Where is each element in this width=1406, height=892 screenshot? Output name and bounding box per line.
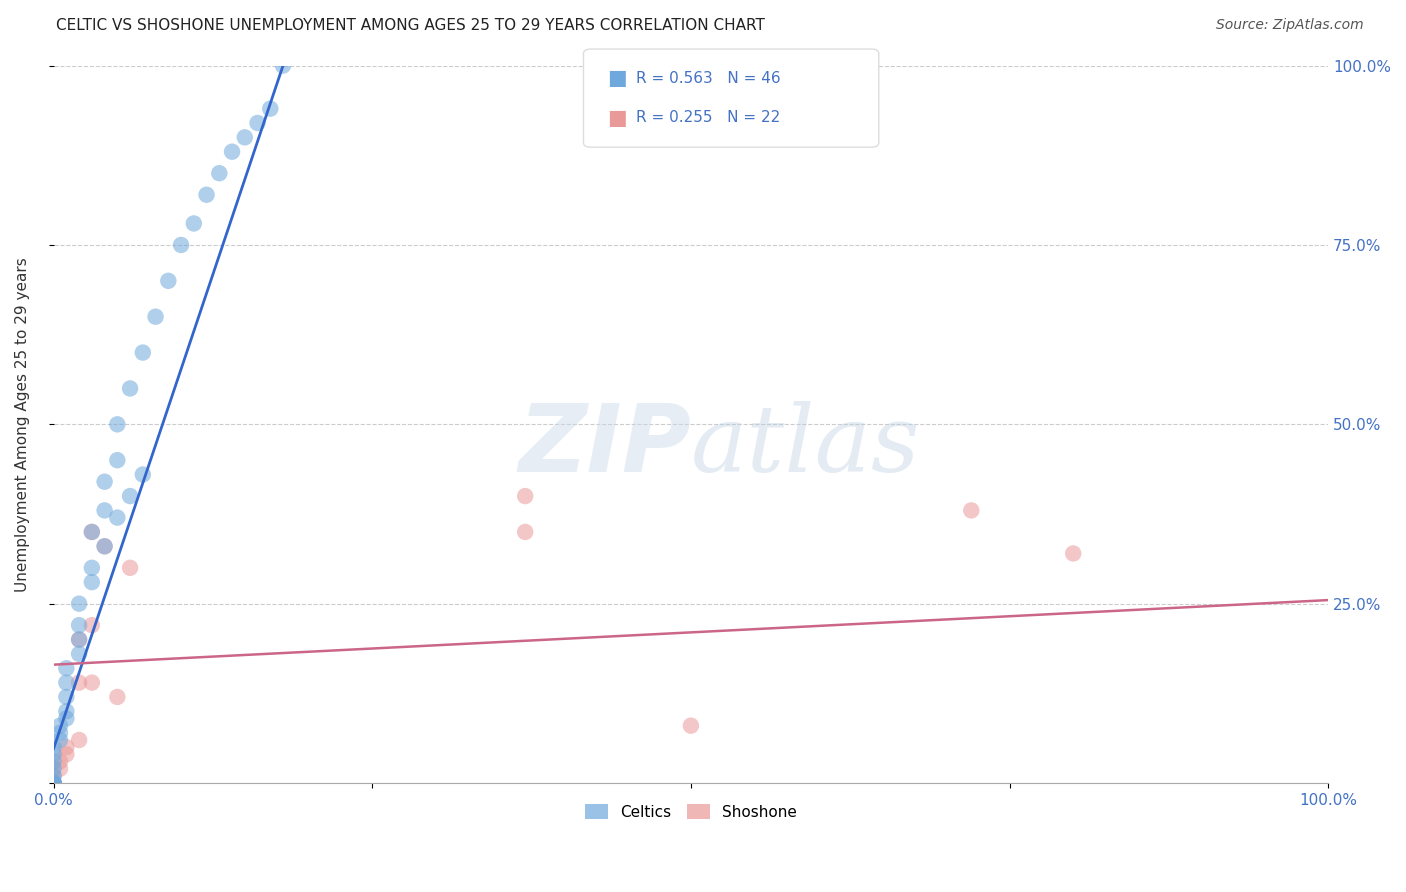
Point [679, 719, 702, 733]
Point [515, 489, 537, 503]
Y-axis label: Unemployment Among Ages 25 to 29 years: Unemployment Among Ages 25 to 29 years [15, 257, 30, 591]
Point [49, 733, 72, 747]
Point [157, 274, 180, 288]
Point [183, 216, 205, 230]
Point [42, 776, 65, 790]
Point [42, 755, 65, 769]
Point [80, 524, 103, 539]
Point [55, 675, 77, 690]
Point [105, 510, 128, 524]
Point [42, 769, 65, 783]
Point [93, 503, 115, 517]
Point [67, 647, 90, 661]
Text: ■: ■ [607, 69, 627, 88]
Point [42, 776, 65, 790]
Point [67, 632, 90, 647]
Point [132, 467, 155, 482]
Point [145, 310, 167, 324]
Point [80, 524, 103, 539]
Text: CELTIC VS SHOSHONE UNEMPLOYMENT AMONG AGES 25 TO 29 YEARS CORRELATION CHART: CELTIC VS SHOSHONE UNEMPLOYMENT AMONG AG… [56, 18, 765, 33]
Point [55, 690, 77, 704]
Point [80, 575, 103, 590]
Point [42, 740, 65, 755]
Point [67, 618, 90, 632]
Text: atlas: atlas [690, 401, 921, 491]
Point [67, 733, 90, 747]
Point [67, 597, 90, 611]
Point [42, 776, 65, 790]
Point [49, 755, 72, 769]
Text: Source: ZipAtlas.com: Source: ZipAtlas.com [1216, 18, 1364, 32]
Point [271, 59, 294, 73]
Point [42, 776, 65, 790]
Point [42, 762, 65, 776]
Point [55, 704, 77, 718]
Point [80, 675, 103, 690]
Legend: Celtics, Shoshone: Celtics, Shoshone [579, 797, 803, 826]
Text: R = 0.563   N = 46: R = 0.563 N = 46 [636, 71, 780, 86]
Point [132, 345, 155, 359]
Point [67, 632, 90, 647]
Point [515, 524, 537, 539]
Point [105, 690, 128, 704]
Point [49, 762, 72, 776]
Point [93, 539, 115, 553]
Point [80, 561, 103, 575]
Text: ■: ■ [607, 108, 627, 128]
Point [120, 381, 142, 395]
Point [55, 747, 77, 762]
Point [120, 489, 142, 503]
Point [42, 747, 65, 762]
Point [42, 776, 65, 790]
Text: ZIP: ZIP [517, 400, 690, 491]
Point [208, 166, 231, 180]
Point [233, 130, 256, 145]
Point [170, 238, 193, 252]
Point [93, 539, 115, 553]
Point [221, 145, 243, 159]
Point [49, 719, 72, 733]
Point [960, 503, 983, 517]
Point [55, 661, 77, 675]
Point [55, 740, 77, 755]
Point [93, 475, 115, 489]
Point [42, 776, 65, 790]
Point [42, 776, 65, 790]
Point [120, 561, 142, 575]
Point [105, 453, 128, 467]
Point [49, 726, 72, 740]
Point [80, 618, 103, 632]
Point [67, 675, 90, 690]
Point [55, 711, 77, 725]
Point [259, 102, 281, 116]
Point [42, 769, 65, 783]
Point [246, 116, 269, 130]
Point [42, 776, 65, 790]
Point [1062, 546, 1084, 560]
Point [105, 417, 128, 432]
Text: R = 0.255   N = 22: R = 0.255 N = 22 [636, 111, 780, 125]
Point [195, 187, 218, 202]
